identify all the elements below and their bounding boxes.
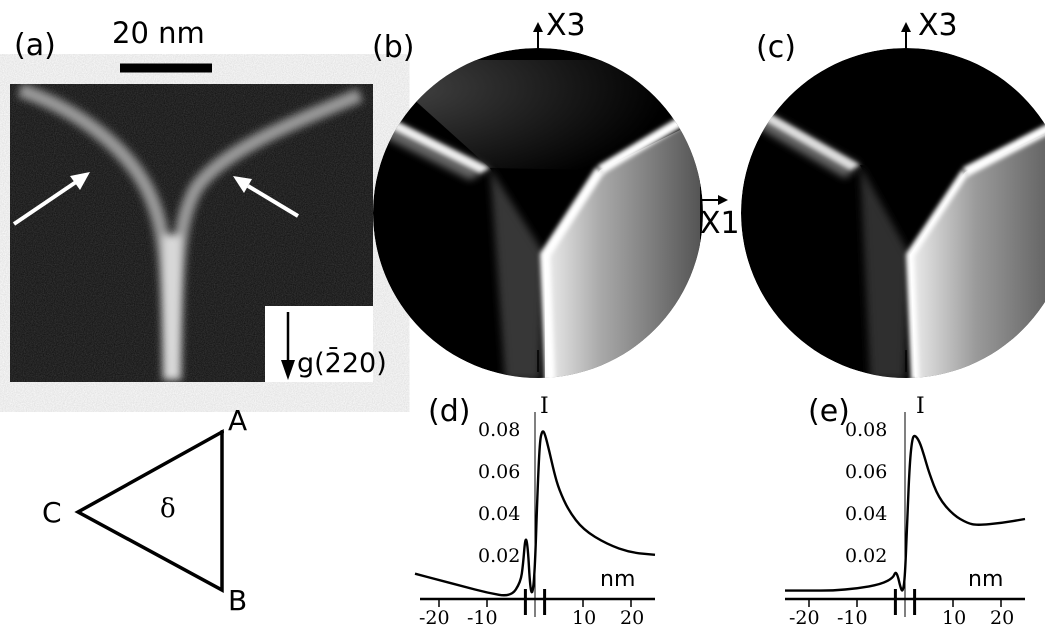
- x3-text-c: X3: [918, 8, 958, 43]
- marker-i-e: I: [916, 394, 925, 419]
- x-tick-label-d-0: -20: [419, 607, 450, 629]
- defect-arrow-right: [233, 176, 300, 218]
- y-tick-label-d-3: 0.08: [478, 418, 521, 441]
- x3-text-b: X3: [546, 8, 586, 43]
- axis-x1-label: X1: [700, 206, 740, 241]
- x-axis-label-d: nm: [600, 567, 636, 592]
- x3-axis-arrow-c: [901, 22, 911, 48]
- triangle-vertex-c-label: C: [42, 496, 62, 529]
- y-tick-label-e-1: 0.04: [845, 502, 888, 525]
- x-tick-label-d-1: -10: [467, 607, 498, 629]
- line-plot-e: [785, 412, 1026, 617]
- x-tick-label-d-2: 10: [572, 607, 597, 629]
- x1-text: X1: [700, 206, 740, 241]
- simulation-disc-b: [373, 48, 703, 378]
- burgers-triangle: [74, 429, 224, 593]
- line-plot-d: [414, 412, 656, 617]
- x-tick-label-e-1: -10: [837, 607, 868, 629]
- triangle-delta-label: δ: [160, 494, 176, 524]
- triangle-vertex-a: [220, 430, 224, 434]
- defect-arrow-left: [12, 172, 90, 226]
- y-tick-label-d-0: 0.02: [478, 544, 521, 567]
- y-tick-label-e-0: 0.02: [845, 544, 888, 567]
- simulation-disc-c: [741, 48, 1045, 378]
- panel-label-e: (e): [808, 394, 850, 429]
- x-tick-label-e-3: 20: [990, 607, 1015, 629]
- axis-x3-label-c: X3: [918, 8, 958, 43]
- g-vector-arrow: [281, 312, 295, 380]
- panel-label-a: (a): [14, 28, 56, 63]
- x-tick-label-e-2: 10: [942, 607, 967, 629]
- scale-bar-label: 20 nm: [112, 16, 205, 50]
- axis-x3-label-b: X3: [546, 8, 586, 43]
- y-tick-label-d-1: 0.04: [478, 502, 521, 525]
- triangle-vertex-a-label: A: [228, 404, 248, 437]
- panel-label-d: (d): [428, 394, 471, 429]
- x-tick-label-e-0: -20: [789, 607, 820, 629]
- y-tick-label-e-2: 0.06: [845, 460, 888, 483]
- series-line-d-0: [414, 430, 656, 597]
- y-tick-label-e-3: 0.08: [845, 418, 888, 441]
- panel-label-b: (b): [372, 30, 415, 65]
- x1-axis-arrow: [700, 195, 728, 205]
- series-line-e-0: [785, 434, 1026, 592]
- micrograph-a: [10, 84, 373, 382]
- triangle-vertex-b-label: B: [228, 584, 248, 617]
- x-tick-label-d-3: 20: [620, 607, 645, 629]
- panel-label-c: (c): [756, 30, 796, 65]
- y-tick-label-d-2: 0.06: [478, 460, 521, 483]
- x3-axis-arrow-b: [533, 22, 543, 48]
- x-axis-label-e: nm: [968, 567, 1004, 592]
- marker-i-d: I: [540, 394, 549, 419]
- g-vector-label: g(2̄20): [297, 348, 387, 379]
